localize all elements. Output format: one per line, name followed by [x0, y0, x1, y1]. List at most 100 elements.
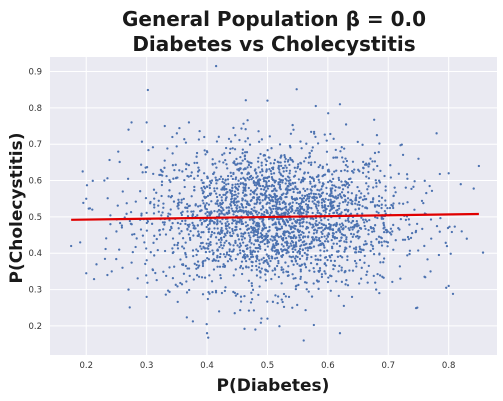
scatter-point [263, 235, 266, 238]
scatter-point [210, 233, 213, 236]
scatter-point [301, 241, 304, 244]
scatter-point [234, 268, 237, 271]
scatter-point [308, 221, 311, 225]
scatter-point [338, 213, 341, 216]
scatter-point [211, 259, 214, 263]
scatter-point [225, 239, 228, 243]
scatter-point [223, 181, 226, 185]
scatter-point [235, 157, 238, 161]
scatter-point [290, 225, 293, 228]
scatter-point [151, 268, 154, 271]
scatter-point [250, 161, 253, 165]
scatter-point [364, 218, 367, 221]
scatter-point [343, 169, 346, 172]
scatter-point [324, 197, 327, 200]
scatter-point [327, 205, 330, 208]
scatter-point [206, 223, 210, 227]
scatter-point [389, 227, 393, 230]
scatter-point [271, 239, 274, 242]
scatter-point [323, 250, 326, 253]
scatter-point [291, 204, 294, 208]
scatter-point [169, 228, 172, 232]
scatter-point [327, 233, 331, 236]
scatter-point [306, 204, 310, 208]
scatter-point [268, 202, 271, 205]
scatter-point [241, 267, 245, 270]
scatter-point [217, 135, 220, 138]
scatter-point [401, 153, 405, 157]
scatter-point [272, 207, 275, 211]
scatter-point [197, 275, 201, 278]
scatter-point [335, 230, 338, 234]
scatter-point [210, 200, 213, 203]
scatter-point [267, 230, 270, 233]
scatter-point [309, 182, 312, 185]
scatter-point [299, 270, 302, 273]
scatter-point [300, 197, 304, 200]
scatter-point [314, 254, 317, 258]
scatter-point [332, 156, 335, 159]
scatter-point [232, 274, 235, 277]
scatter-point [231, 218, 234, 221]
scatter-point [193, 161, 196, 165]
scatter-point [326, 227, 330, 230]
scatter-point [329, 204, 332, 207]
scatter-point [384, 204, 387, 207]
scatter-point [239, 264, 243, 268]
scatter-point [163, 221, 166, 224]
scatter-point [254, 211, 258, 214]
scatter-point [261, 169, 264, 173]
scatter-point [310, 241, 313, 244]
scatter-point [258, 195, 261, 199]
scatter-point [152, 241, 155, 244]
scatter-point [185, 255, 188, 259]
scatter-point [202, 231, 205, 234]
scatter-point [291, 247, 294, 251]
scatter-point [428, 184, 431, 188]
scatter-point [103, 179, 106, 182]
scatter-point [237, 209, 240, 213]
scatter-point [121, 266, 124, 269]
scatter-point [332, 232, 335, 235]
scatter-point [234, 163, 237, 166]
scatter-point [375, 288, 378, 291]
scatter-point [171, 237, 175, 240]
scatter-point [202, 181, 205, 184]
scatter-point [220, 212, 224, 215]
scatter-point [191, 213, 194, 217]
scatter-point [234, 134, 237, 137]
scatter-point [296, 212, 300, 215]
scatter-point [201, 293, 205, 296]
scatter-point [318, 226, 321, 230]
scatter-point [206, 214, 209, 217]
scatter-point [321, 206, 324, 209]
scatter-point [292, 244, 296, 247]
scatter-point [163, 223, 166, 226]
scatter-point [150, 222, 154, 225]
scatter-point [275, 202, 278, 206]
scatter-point [331, 194, 334, 197]
scatter-point [153, 197, 156, 200]
scatter-point [346, 203, 349, 207]
scatter-point [282, 292, 286, 296]
scatter-point [310, 207, 313, 210]
scatter-point [319, 239, 322, 243]
scatter-point [273, 257, 277, 260]
scatter-point [332, 242, 335, 245]
scatter-point [220, 222, 224, 225]
scatter-point [377, 194, 381, 198]
scatter-point [316, 223, 319, 226]
scatter-point [258, 184, 261, 187]
scatter-point [145, 229, 149, 232]
scatter-point [258, 245, 262, 248]
scatter-point [283, 206, 286, 209]
scatter-point [183, 138, 186, 141]
scatter-point [318, 266, 322, 270]
scatter-point [344, 225, 347, 228]
scatter-point [288, 172, 291, 175]
scatter-point [133, 232, 136, 236]
scatter-point [274, 200, 277, 204]
scatter-point [250, 242, 253, 245]
scatter-point [310, 295, 314, 298]
scatter-point [275, 243, 278, 247]
